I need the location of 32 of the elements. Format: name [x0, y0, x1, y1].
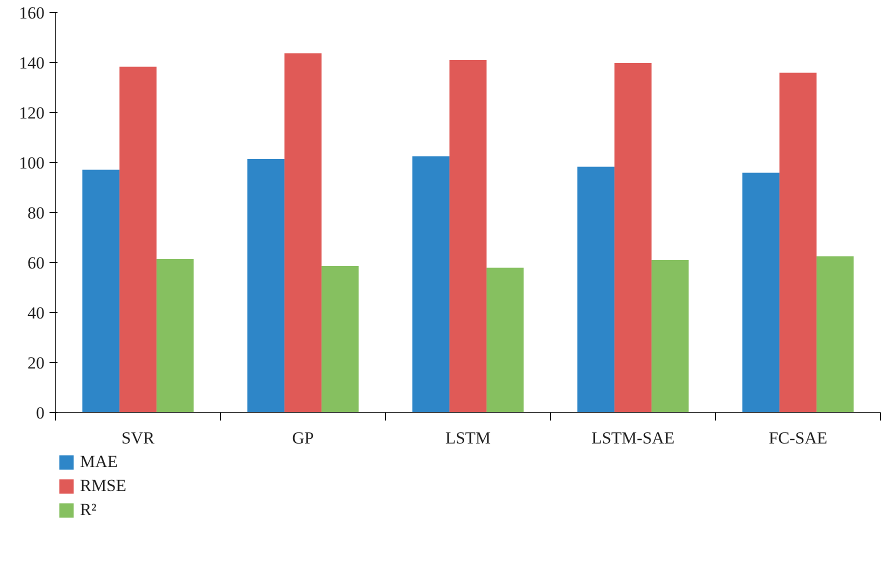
- legend-label: R²: [80, 500, 98, 520]
- bar: [247, 159, 284, 412]
- x-tick-label: SVR: [121, 428, 156, 448]
- y-tick-label: 100: [19, 154, 44, 172]
- x-tick-label: LSTM-SAE: [591, 428, 675, 448]
- bar: [412, 156, 450, 412]
- bar: [284, 53, 322, 412]
- y-tick-label: 40: [28, 304, 44, 322]
- y-tick-label: 20: [28, 354, 44, 372]
- bar: [816, 256, 854, 412]
- bar: [577, 166, 614, 412]
- x-tick-label: FC-SAE: [768, 428, 828, 448]
- bar: [652, 260, 689, 412]
- x-tick-label: GP: [292, 428, 314, 448]
- y-tick-label: 120: [19, 104, 44, 122]
- bar: [119, 66, 157, 412]
- y-tick-label: 140: [19, 54, 44, 72]
- legend-label: RMSE: [80, 476, 126, 496]
- bar: [486, 268, 524, 412]
- y-tick-label: 0: [36, 404, 44, 422]
- x-tick-label: LSTM: [445, 428, 491, 448]
- bar: [82, 170, 120, 412]
- y-tick-label: 60: [28, 254, 44, 272]
- bar: [322, 266, 359, 412]
- bar: [449, 60, 487, 412]
- bar: [156, 259, 194, 412]
- bar: [742, 172, 780, 412]
- legend-label: MAE: [80, 452, 118, 472]
- bar: [614, 63, 652, 412]
- y-tick-label: 80: [28, 204, 44, 222]
- y-tick-label: 160: [19, 4, 44, 22]
- bar: [779, 72, 817, 412]
